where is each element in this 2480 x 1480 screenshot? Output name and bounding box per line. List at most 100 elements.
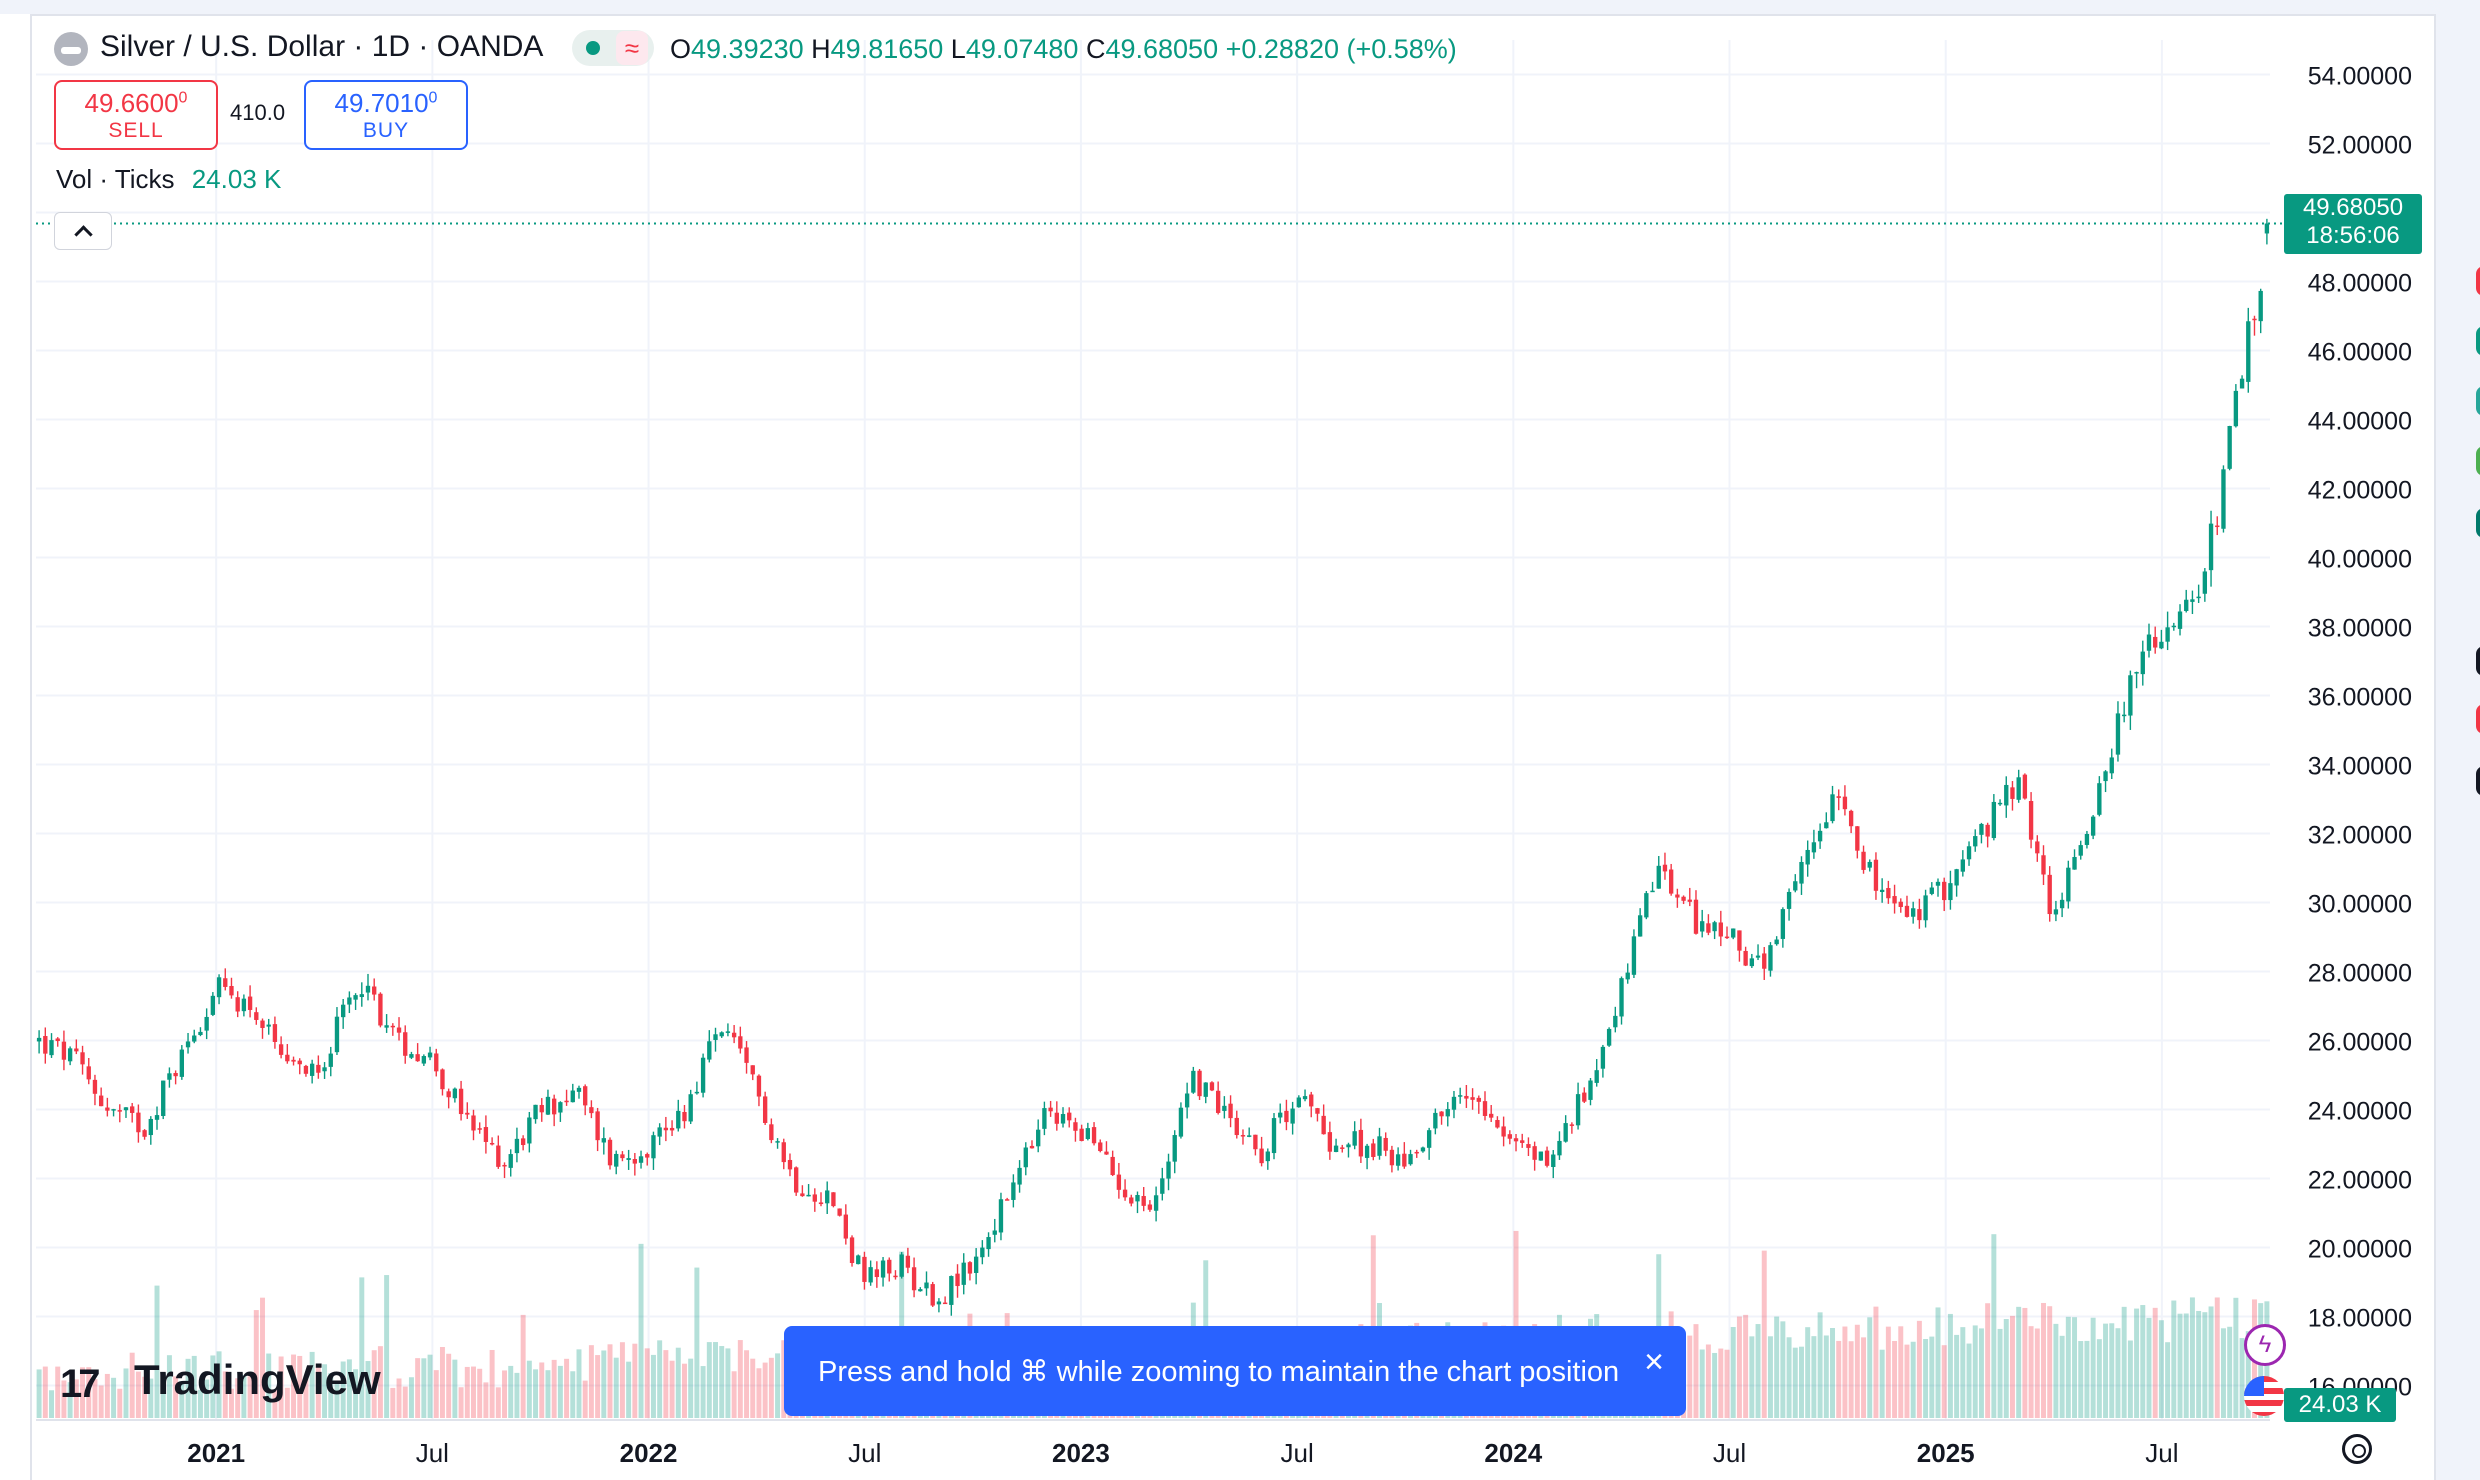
watchlist-dot-cyan[interactable] [2476,386,2480,416]
candle-body [2239,378,2245,389]
candle-body [750,1065,755,1075]
candle-body [694,1091,700,1094]
candle-body [1743,950,1748,966]
volume-bar [365,1361,371,1418]
volume-bar [98,1385,104,1418]
volume-bar [408,1377,414,1418]
volume-bar [315,1363,321,1418]
volume-bar [588,1345,594,1418]
volume-bar [2109,1323,2115,1418]
candle-body [1588,1080,1593,1100]
volume-bar [1805,1327,1811,1418]
buy-button[interactable]: 49.70100 BUY [304,80,468,150]
volume-bar [439,1346,445,1418]
candle-body [1184,1093,1190,1108]
candle-body [942,1302,948,1305]
candle-body [154,1115,160,1120]
axes: 16.0000018.0000020.0000022.0000024.00000… [36,63,2412,1468]
candle-body [1141,1196,1146,1206]
sell-button[interactable]: 49.66000 SELL [54,80,218,150]
x-tick-label: 2023 [1052,1438,1110,1468]
candle-body [1371,1143,1376,1157]
candle-body [179,1049,185,1077]
volume-bar [613,1357,619,1418]
collapse-legend-button[interactable] [54,212,112,250]
volume-bar [632,1343,638,1418]
y-tick-label: 46.00000 [2308,339,2412,367]
lightning-icon[interactable]: ϟ [2244,1324,2286,1366]
y-tick-label: 26.00000 [2308,1029,2412,1057]
ohlc-legend: O49.39230 H49.81650 L49.07480 C49.68050 … [670,34,1457,65]
candle-body [657,1127,662,1137]
candle-body [1973,836,1978,847]
watchlist-dot-black-2[interactable] [2476,766,2480,796]
market-status[interactable]: ≈ [572,30,654,66]
volume-bar [2096,1339,2102,1418]
candle-body [1948,883,1953,901]
volume-bar [2214,1297,2220,1418]
candle-body [1495,1119,1500,1128]
volume-bar [2009,1315,2015,1418]
candle-body [2047,874,2052,915]
candle-body [384,1025,389,1028]
candle-body [607,1139,613,1166]
ohlc-change: +0.28820 (+0.58%) [1225,34,1457,64]
candle-body [148,1118,153,1136]
volume-bar [706,1342,712,1418]
candle-body [843,1214,848,1239]
candle-body [1383,1137,1388,1151]
volume-bar [303,1377,309,1418]
volume-bar [197,1389,203,1418]
watchlist-dot-darkgreen[interactable] [2476,508,2480,538]
volume-legend[interactable]: Vol · Ticks 24.03 K [56,164,281,195]
volume-bar [2127,1340,2133,1418]
last-volume-label: 24.03 K [2284,1388,2396,1422]
chart-settings-icon[interactable] [2342,1434,2372,1464]
us-flag-icon[interactable] [2244,1376,2284,1416]
candle-body [576,1087,582,1092]
x-tick-label: 2024 [1484,1438,1542,1468]
candle-body [831,1192,836,1207]
volume-bar [1712,1352,1718,1418]
candle-body [477,1128,482,1130]
volume-bar [1774,1316,1780,1418]
silver-symbol-icon[interactable] [54,32,88,66]
candle-body [992,1230,997,1235]
volume-bar [626,1361,632,1418]
volume-bar [737,1340,743,1418]
toast-close-icon[interactable]: × [1644,1343,1664,1381]
watchlist-dot-red[interactable] [2476,266,2480,296]
candle-body [1811,842,1817,853]
watchlist-dot-teal[interactable] [2476,326,2480,356]
volume-bar [2189,1297,2195,1418]
watchlist-dot-black[interactable] [2476,646,2480,676]
candle-body [396,1027,402,1033]
candle-body [936,1301,942,1305]
tradingview-logo-text: TradingView [134,1356,381,1403]
volume-bar [2090,1317,2096,1418]
candle-body [700,1057,706,1093]
volume-bar [1935,1307,1941,1418]
volume-bar [675,1347,681,1418]
candle-body [1290,1108,1295,1124]
candle-body [43,1036,48,1054]
drawing-toolbar[interactable] [0,14,32,1480]
candle-body [1023,1147,1028,1168]
volume-bar [539,1362,545,1418]
symbol-title[interactable]: Silver / U.S. Dollar · 1D · OANDA [100,30,544,63]
watchlist-dot-green[interactable] [2476,446,2480,476]
candle-body [955,1273,960,1287]
candle-body [254,1012,259,1020]
candle-body [1780,909,1786,939]
right-sidebar[interactable] [2434,14,2480,1480]
y-tick-label: 18.00000 [2308,1305,2412,1333]
watchlist-dot-red-2[interactable] [2476,704,2480,734]
candle-body [1768,945,1773,971]
candle-body [1724,936,1730,939]
candle-body [86,1066,91,1080]
volume-bar [1991,1234,1997,1418]
candle-body [2196,596,2201,599]
candle-body [2153,636,2158,648]
volume-bar [2220,1328,2226,1418]
